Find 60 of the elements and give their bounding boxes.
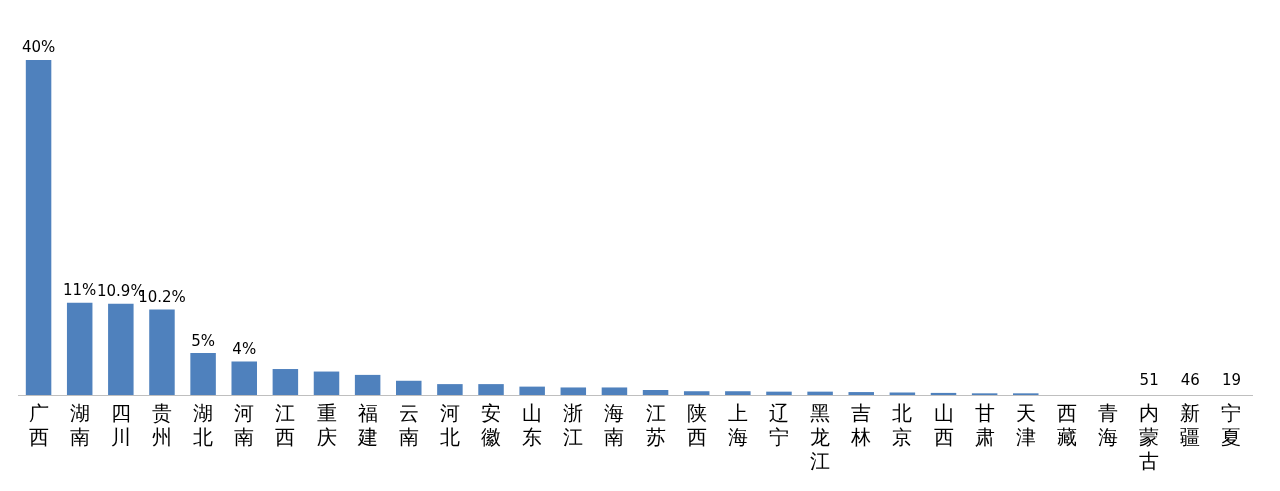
bar bbox=[642, 389, 669, 395]
x-tick-label: 湖南 bbox=[69, 401, 90, 450]
x-tick-label: 河北 bbox=[439, 401, 460, 450]
x-tick-label: 江西 bbox=[275, 401, 296, 450]
bar bbox=[601, 387, 628, 395]
x-tick-label: 陕西 bbox=[686, 401, 707, 450]
annotation: 19 bbox=[1221, 371, 1241, 390]
bar bbox=[66, 302, 93, 395]
x-tick-label: 河南 bbox=[234, 401, 255, 450]
bar bbox=[519, 386, 545, 395]
x-tick-label: 黑龙江 bbox=[810, 401, 831, 474]
x-tick-label: 湖北 bbox=[193, 401, 214, 450]
x-tick-label: 云南 bbox=[398, 401, 419, 450]
x-tick-label: 天津 bbox=[1015, 401, 1036, 450]
annotation: 46 bbox=[1180, 371, 1200, 390]
bar bbox=[930, 392, 957, 395]
bar bbox=[437, 384, 463, 395]
x-tick-label: 福建 bbox=[356, 401, 378, 450]
x-tick-label: 重庆 bbox=[316, 401, 337, 450]
x-tick-label: 海南 bbox=[604, 401, 625, 450]
x-tick-label: 宁夏 bbox=[1221, 401, 1242, 450]
x-tick-label: 辽宁 bbox=[768, 401, 789, 450]
bar bbox=[108, 303, 134, 395]
bar bbox=[683, 391, 710, 395]
x-tick-label: 北京 bbox=[892, 401, 913, 450]
bar bbox=[354, 374, 381, 395]
bar bbox=[272, 369, 299, 395]
data-label: 4% bbox=[232, 339, 257, 358]
bar bbox=[25, 59, 52, 395]
bar bbox=[313, 371, 340, 395]
x-tick-label: 山东 bbox=[522, 401, 543, 450]
bar bbox=[807, 391, 833, 395]
x-tick-label: 西藏 bbox=[1056, 401, 1077, 450]
bar bbox=[231, 361, 257, 395]
x-tick-label: 江苏 bbox=[645, 401, 666, 450]
x-tick-label: 青海 bbox=[1098, 401, 1119, 450]
x-tick-label: 甘肃 bbox=[974, 401, 995, 450]
x-tick-label: 四川 bbox=[110, 401, 131, 450]
bar bbox=[190, 353, 216, 395]
data-label: 40% bbox=[21, 38, 56, 57]
x-tick-label: 山西 bbox=[933, 401, 954, 450]
bar bbox=[848, 392, 874, 395]
annotation: 51 bbox=[1139, 371, 1159, 390]
bar bbox=[478, 384, 504, 395]
bar bbox=[766, 391, 792, 395]
bar bbox=[560, 387, 587, 395]
bar bbox=[725, 391, 751, 395]
x-tick-label: 浙江 bbox=[563, 401, 584, 450]
bar bbox=[149, 309, 175, 395]
bar bbox=[396, 380, 422, 395]
data-label: 5% bbox=[191, 331, 215, 350]
x-tick-label: 贵州 bbox=[151, 401, 172, 450]
x-tick-label: 吉林 bbox=[850, 401, 872, 450]
x-tick-label: 新疆 bbox=[1180, 401, 1201, 450]
bar bbox=[889, 392, 916, 395]
x-tick-label: 上海 bbox=[727, 401, 748, 450]
x-tick-label: 广西 bbox=[28, 401, 49, 450]
data-label: 11% bbox=[63, 281, 97, 300]
x-tick-label: 内蒙古 bbox=[1139, 401, 1160, 474]
x-tick-label: 安徽 bbox=[481, 401, 502, 450]
